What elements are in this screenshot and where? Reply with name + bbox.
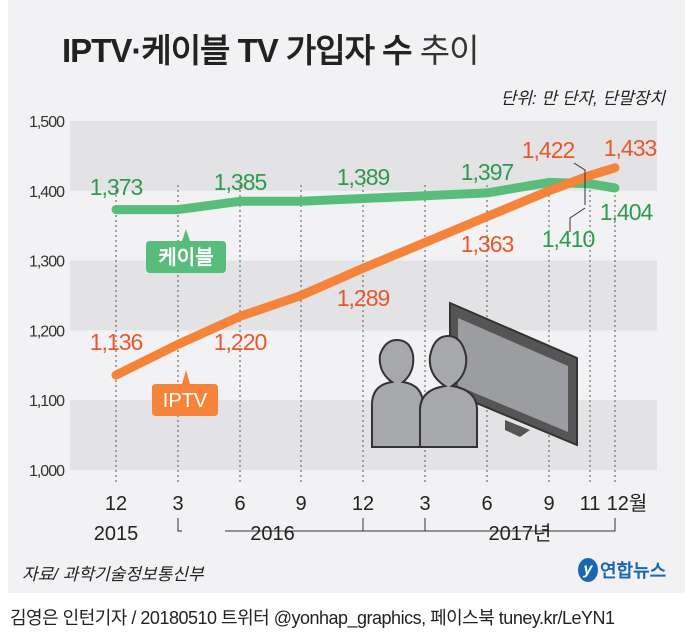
data-label: 1,410 — [542, 226, 595, 252]
data-label: 1,422 — [522, 137, 575, 163]
data-label: 1,220 — [214, 329, 267, 355]
title-bold: IPTV·케이블 TV 가입자 수 — [62, 32, 413, 69]
y-tick-label: 1,500 — [29, 114, 65, 131]
legend-tag-cable — [146, 229, 226, 273]
logo-icon: y — [578, 558, 598, 582]
x-tick-label: 3 — [172, 493, 183, 515]
x-tick-label: 11 — [580, 493, 601, 515]
x-tick-label: 6 — [481, 493, 492, 515]
data-label: 1,404 — [600, 199, 654, 225]
credit-line: 김영은 인턴기자 / 20180510 트위터 @yonhap_graphics… — [10, 608, 615, 628]
data-label: 1,373 — [90, 174, 143, 200]
data-label: 1,389 — [337, 164, 390, 190]
y-tick-label: 1,200 — [29, 323, 65, 340]
y-tick-label: 1,000 — [29, 463, 65, 480]
leader-line — [573, 162, 586, 205]
x-tick-label: 12월 — [607, 492, 648, 515]
tv-viewers-illustration — [371, 301, 578, 448]
source-label: 자료/ 과학기술정보통신부 — [22, 565, 204, 584]
logo-text: 연합뉴스 — [600, 561, 667, 581]
year-label: 2015 — [94, 523, 139, 545]
year-bracket — [362, 518, 616, 532]
y-tick-label: 1,400 — [29, 184, 65, 201]
yonhap-logo: y 연합뉴스 — [578, 557, 666, 583]
x-tick-label: 9 — [543, 493, 554, 515]
leader-line — [569, 207, 586, 232]
data-label: 1,363 — [461, 231, 514, 257]
year-label: 2017년 — [489, 522, 552, 545]
legend-tag-iptv — [152, 370, 218, 416]
data-label: 1,397 — [461, 159, 514, 185]
series-line-iptv — [111, 163, 620, 380]
data-label: 1,289 — [337, 285, 390, 311]
x-tick-label: 12 — [105, 493, 127, 515]
x-tick-label: 12 — [352, 493, 374, 515]
y-tick-label: 1,100 — [29, 393, 65, 410]
title-light: 추이 — [419, 32, 480, 69]
unit-label: 단위: 만 단자, 단말장치 — [500, 89, 665, 108]
legend-tag-label: IPTV — [163, 390, 208, 412]
data-label: 1,433 — [604, 135, 657, 161]
legend-tag-label: 케이블 — [158, 246, 213, 269]
y-tick-label: 1,300 — [29, 254, 65, 271]
x-tick-label: 6 — [234, 493, 245, 515]
data-label: 1,136 — [90, 329, 143, 355]
x-tick-label: 9 — [295, 493, 306, 515]
line-chart: 1,000 1,100 1,200 1,300 1,400 1,500 12 3 6 9 12 3 6 9… — [29, 114, 658, 545]
chart-title: IPTV·케이블 TV 가입자 수 추이 — [62, 24, 480, 72]
x-tick-label: 3 — [419, 493, 430, 515]
data-label: 1,385 — [214, 169, 267, 195]
year-label: 2016 — [250, 523, 295, 545]
